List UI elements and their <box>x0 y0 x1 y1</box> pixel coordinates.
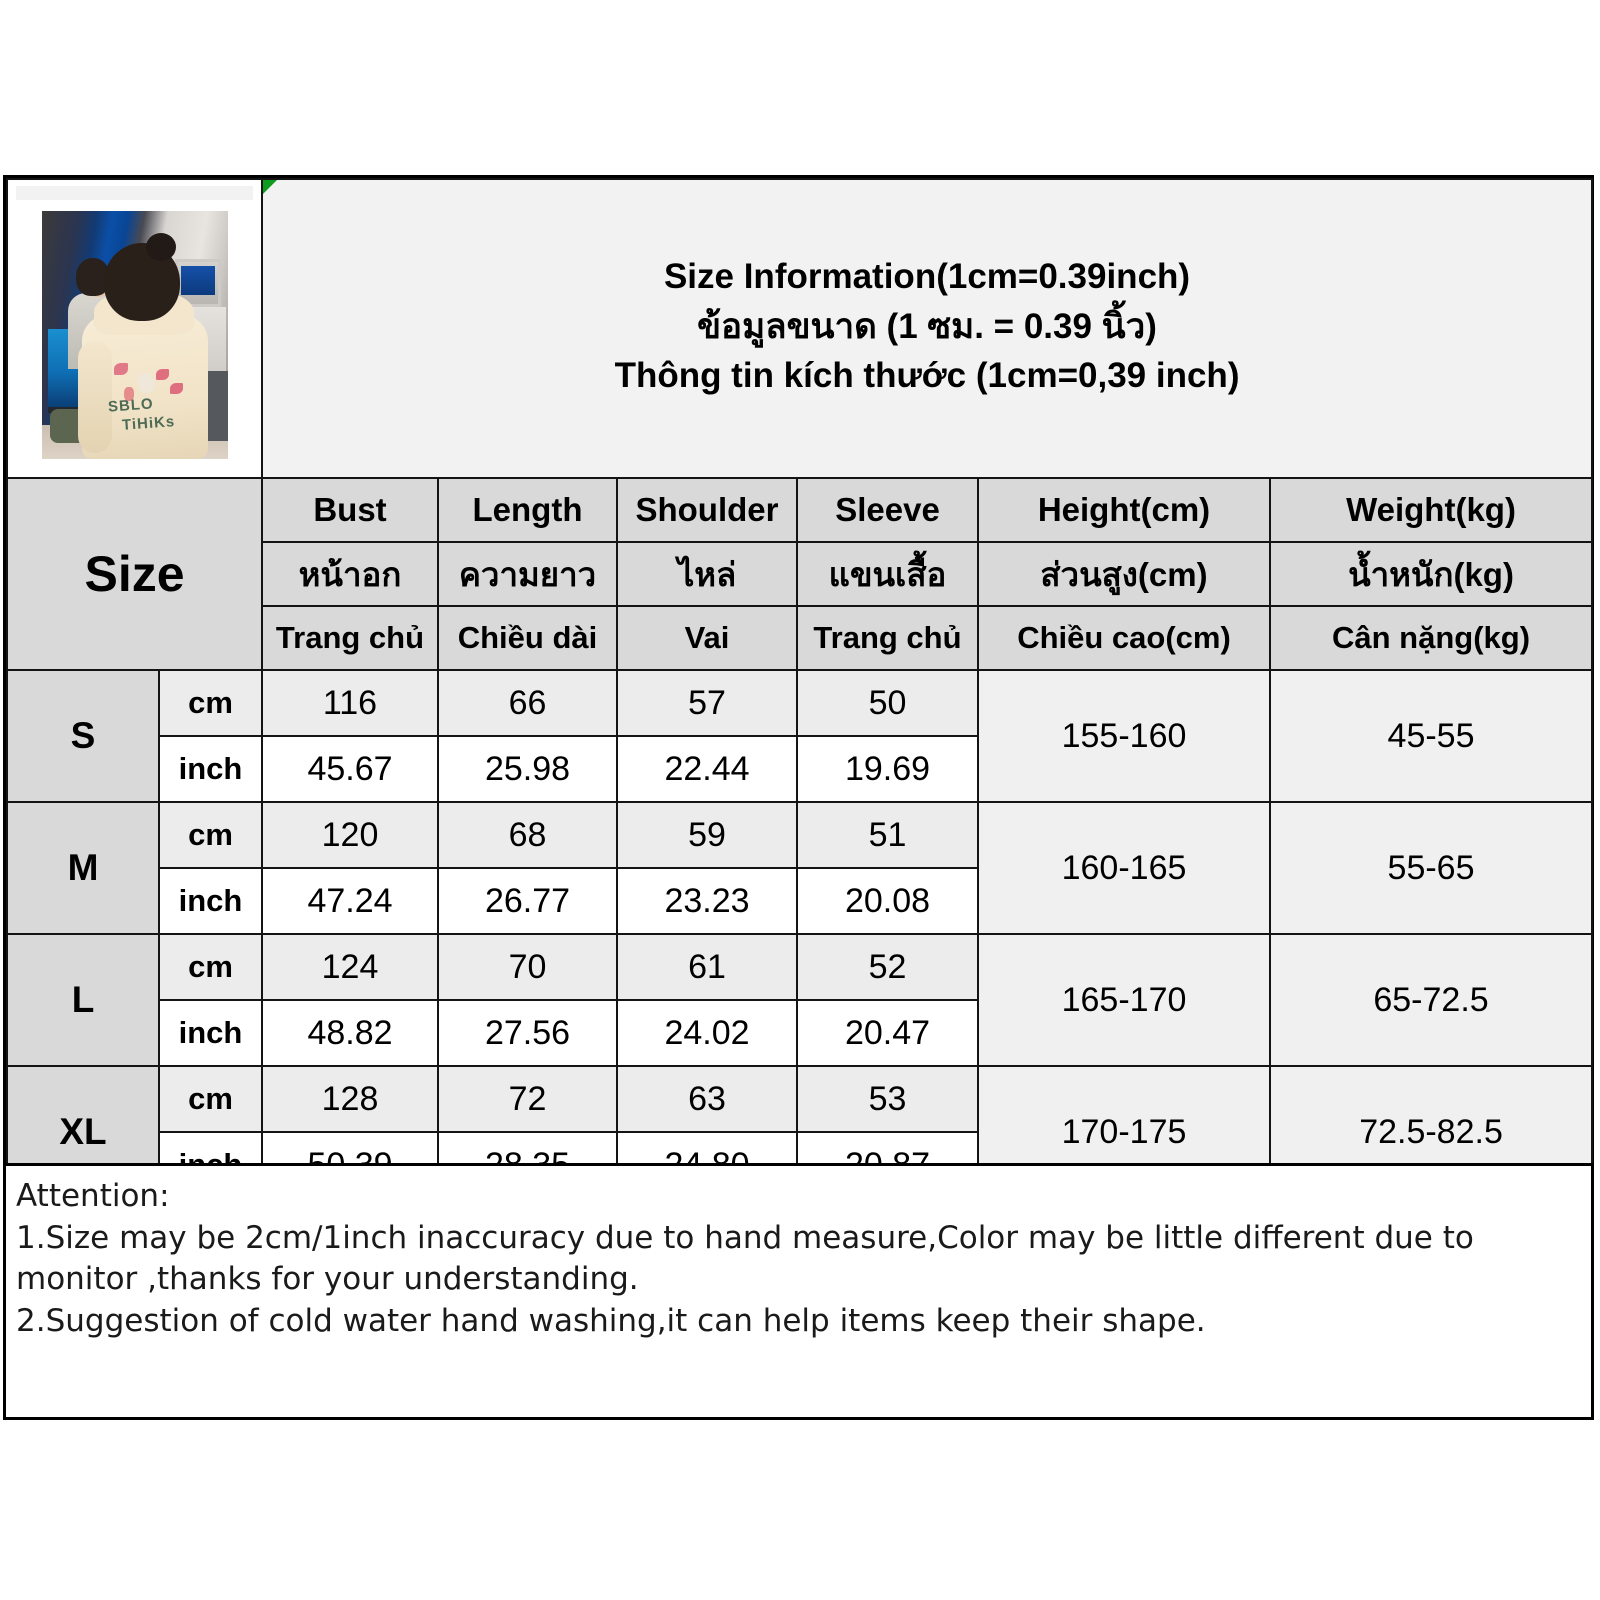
cell-m-cm-bust: 120 <box>261 801 439 869</box>
unit-inch: inch <box>158 999 263 1067</box>
cell-m-cm-length: 68 <box>437 801 618 869</box>
cell-m-inch-length: 26.77 <box>437 867 618 935</box>
cell-l-cm-length: 70 <box>437 933 618 1001</box>
header-row-english: Size Bust Length Shoulder Sleeve Height(… <box>6 477 1594 671</box>
product-thumbnail-cell: SBLO TiHiKs <box>6 178 263 479</box>
cell-s-cm-shoulder: 57 <box>616 669 798 737</box>
cell-s-height: 155-160 <box>977 669 1271 803</box>
attention-block: Attention: 1.Size may be 2cm/1inch inacc… <box>3 1163 1594 1420</box>
cell-m-inch-bust: 47.24 <box>261 867 439 935</box>
header-bust-th: หน้าอก <box>261 541 439 607</box>
thumbnail-frame: SBLO TiHiKs <box>16 186 253 469</box>
hoodie-graphic-text-line1: SBLO <box>106 394 154 416</box>
header-height-en: Height(cm) <box>977 477 1271 543</box>
flower-icon <box>155 368 169 380</box>
title-english: Size Information(1cm=0.39inch) <box>663 256 1191 296</box>
header-length-vi: Chiều dài <box>437 605 618 671</box>
cell-l-inch-sleeve: 20.47 <box>796 999 979 1067</box>
cell-l-cm-shoulder: 61 <box>616 933 798 1001</box>
size-chart-table-frame: SBLO TiHiKs Size Information(1cm=0.39inc… <box>3 175 1594 1202</box>
cell-l-height: 165-170 <box>977 933 1271 1067</box>
banner-row: SBLO TiHiKs Size Information(1cm=0.39inc… <box>6 178 1594 479</box>
header-weight-vi: Cân nặng(kg) <box>1268 605 1594 671</box>
flower-icon <box>123 386 134 401</box>
header-sleeve-en: Sleeve <box>796 477 979 543</box>
header-shoulder-vi: Vai <box>616 605 798 671</box>
comment-flag-icon <box>263 180 277 194</box>
cell-s-inch-bust: 45.67 <box>261 735 439 803</box>
unit-inch: inch <box>158 735 263 803</box>
unit-cm: cm <box>158 933 263 1001</box>
title-thai: ข้อมูลขนาด (1 ซม. = 0.39 นิ้ว) <box>697 306 1157 346</box>
cell-s-weight: 45-55 <box>1268 669 1594 803</box>
table-row: L cm 124 70 61 52 165-170 65-72.5 <box>6 933 1594 1067</box>
cell-m-cm-shoulder: 59 <box>616 801 798 869</box>
cell-l-cm-bust: 124 <box>261 933 439 1001</box>
unit-cm: cm <box>158 669 263 737</box>
flower-icon <box>169 382 183 394</box>
size-column-header: Size <box>6 477 263 671</box>
header-sleeve-th: แขนเสื้อ <box>796 541 979 607</box>
size-information-title-cell: Size Information(1cm=0.39inch) ข้อมูลขนา… <box>260 178 1594 479</box>
photo-model-hair-bun <box>145 232 176 261</box>
product-photo: SBLO TiHiKs <box>41 210 228 459</box>
title-vietnamese: Thông tin kích thước (1cm=0,39 inch) <box>614 356 1240 396</box>
header-sleeve-vi: Trang chủ <box>796 605 979 671</box>
cell-s-cm-bust: 116 <box>261 669 439 737</box>
header-weight-th: น้ำหนัก(kg) <box>1268 541 1594 607</box>
photo-hoodie-graphic: SBLO TiHiKs <box>104 361 190 435</box>
cell-l-weight: 65-72.5 <box>1268 933 1594 1067</box>
flower-icon <box>113 362 128 375</box>
table-row: S cm 116 66 57 50 155-160 45-55 <box>6 669 1594 803</box>
header-shoulder-th: ไหล่ <box>616 541 798 607</box>
table-row: inch 45.67 25.98 22.44 19.69 <box>7 735 1592 803</box>
header-bust-en: Bust <box>261 477 439 543</box>
hoodie-graphic-text-line2: TiHiKs <box>120 412 176 434</box>
cell-xl-cm-bust: 128 <box>261 1065 439 1133</box>
cell-s-inch-sleeve: 19.69 <box>796 735 979 803</box>
unit-cm: cm <box>158 801 263 869</box>
cell-xl-cm-length: 72 <box>437 1065 618 1133</box>
table-row: inch 47.24 26.77 23.23 20.08 <box>7 867 1592 935</box>
unit-inch: inch <box>158 867 263 935</box>
cell-xl-cm-sleeve: 53 <box>796 1065 979 1133</box>
cell-s-cm-length: 66 <box>437 669 618 737</box>
table-row: M cm 120 68 59 51 160-165 55-65 <box>6 801 1594 935</box>
cell-m-weight: 55-65 <box>1268 801 1594 935</box>
size-table: SBLO TiHiKs Size Information(1cm=0.39inc… <box>6 178 1594 1199</box>
size-label-l: L <box>6 933 160 1067</box>
header-height-vi: Chiều cao(cm) <box>977 605 1271 671</box>
cell-m-inch-sleeve: 20.08 <box>796 867 979 935</box>
header-length-en: Length <box>437 477 618 543</box>
cell-m-inch-shoulder: 23.23 <box>616 867 798 935</box>
header-length-th: ความยาว <box>437 541 618 607</box>
cell-m-cm-sleeve: 51 <box>796 801 979 869</box>
cell-s-inch-shoulder: 22.44 <box>616 735 798 803</box>
cell-l-cm-sleeve: 52 <box>796 933 979 1001</box>
cell-xl-cm-shoulder: 63 <box>616 1065 798 1133</box>
attention-heading: Attention: <box>16 1178 170 1214</box>
cell-m-height: 160-165 <box>977 801 1271 935</box>
header-height-th: ส่วนสูง(cm) <box>977 541 1271 607</box>
header-shoulder-en: Shoulder <box>616 477 798 543</box>
unit-cm: cm <box>158 1065 263 1133</box>
photo-hoodie-sleeve <box>77 340 112 453</box>
attention-note-1: 1.Size may be 2cm/1inch inaccuracy due t… <box>16 1219 1474 1298</box>
rabbit-icon <box>135 371 156 394</box>
header-weight-en: Weight(kg) <box>1268 477 1594 543</box>
size-label-m: M <box>6 801 160 935</box>
header-row-thai: หน้าอก ความยาว ไหล่ แขนเสื้อ ส่วนสูง(cm)… <box>7 541 1594 607</box>
cell-l-inch-shoulder: 24.02 <box>616 999 798 1067</box>
table-row: XL cm 128 72 63 53 170-175 72.5-82.5 <box>6 1065 1594 1199</box>
cell-s-inch-length: 25.98 <box>437 735 618 803</box>
header-row-vietnamese: Trang chủ Chiều dài Vai Trang chủ Chiều … <box>7 605 1594 671</box>
cell-l-inch-length: 27.56 <box>437 999 618 1067</box>
cell-l-inch-bust: 48.82 <box>261 999 439 1067</box>
size-label-s: S <box>6 669 160 803</box>
table-row: inch 48.82 27.56 24.02 20.47 <box>7 999 1592 1067</box>
attention-note-2: 2.Suggestion of cold water hand washing,… <box>16 1302 1206 1339</box>
cell-s-cm-sleeve: 50 <box>796 669 979 737</box>
header-bust-vi: Trang chủ <box>261 605 439 671</box>
